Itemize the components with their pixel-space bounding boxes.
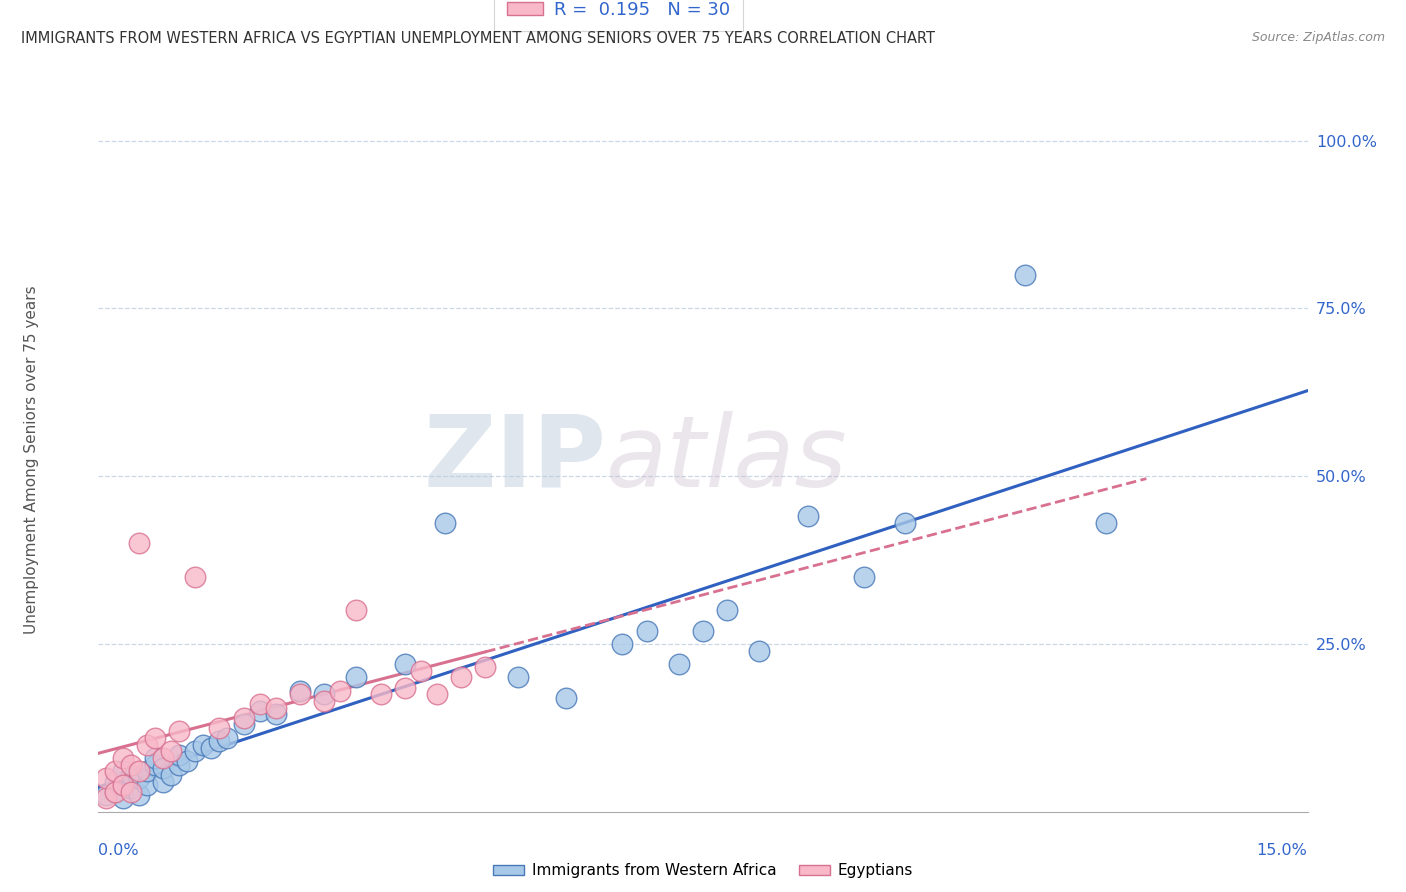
- Point: [167, 724, 190, 739]
- Point: [143, 751, 166, 765]
- Point: [96, 788, 118, 802]
- Point: [128, 536, 150, 550]
- Point: [208, 734, 231, 748]
- Point: [200, 741, 222, 756]
- Point: [128, 788, 150, 802]
- Point: [103, 784, 125, 798]
- Point: [716, 603, 738, 617]
- Point: [96, 791, 118, 805]
- Point: [184, 570, 207, 584]
- Point: [612, 637, 634, 651]
- Point: [249, 698, 271, 712]
- Point: [120, 768, 142, 782]
- Point: [232, 711, 254, 725]
- Point: [288, 684, 311, 698]
- Point: [176, 755, 198, 769]
- Point: [193, 738, 215, 752]
- Point: [668, 657, 690, 671]
- Point: [409, 664, 432, 678]
- Point: [160, 744, 183, 758]
- Point: [288, 687, 311, 701]
- Point: [636, 624, 658, 638]
- Point: [128, 764, 150, 779]
- Point: [152, 761, 174, 775]
- Point: [264, 707, 287, 722]
- Text: 15.0%: 15.0%: [1257, 844, 1308, 858]
- Point: [120, 784, 142, 798]
- Point: [217, 731, 239, 745]
- Text: Source: ZipAtlas.com: Source: ZipAtlas.com: [1251, 31, 1385, 45]
- Point: [143, 731, 166, 745]
- Point: [120, 781, 142, 796]
- Point: [344, 603, 367, 617]
- Point: [184, 744, 207, 758]
- Text: 0.0%: 0.0%: [98, 844, 139, 858]
- Point: [797, 509, 820, 524]
- Legend: R = 0.506   N = 46, R =  0.195   N = 30: R = 0.506 N = 46, R = 0.195 N = 30: [494, 0, 742, 31]
- Point: [208, 721, 231, 735]
- Point: [135, 764, 157, 779]
- Point: [96, 771, 118, 785]
- Point: [167, 747, 190, 762]
- Point: [111, 778, 134, 792]
- Point: [748, 643, 770, 657]
- Point: [111, 791, 134, 805]
- Point: [370, 687, 392, 701]
- Point: [426, 687, 449, 701]
- Point: [344, 671, 367, 685]
- Point: [1014, 268, 1036, 282]
- Point: [394, 681, 416, 695]
- Point: [152, 774, 174, 789]
- Point: [167, 757, 190, 772]
- Point: [152, 751, 174, 765]
- Point: [143, 757, 166, 772]
- Point: [264, 700, 287, 714]
- Point: [314, 694, 336, 708]
- Point: [135, 738, 157, 752]
- Point: [111, 764, 134, 779]
- Point: [506, 671, 529, 685]
- Text: atlas: atlas: [606, 411, 848, 508]
- Point: [314, 687, 336, 701]
- Text: IMMIGRANTS FROM WESTERN AFRICA VS EGYPTIAN UNEMPLOYMENT AMONG SENIORS OVER 75 YE: IMMIGRANTS FROM WESTERN AFRICA VS EGYPTI…: [21, 31, 935, 46]
- Point: [111, 751, 134, 765]
- Point: [555, 690, 578, 705]
- Point: [893, 516, 915, 530]
- Point: [434, 516, 457, 530]
- Point: [128, 771, 150, 785]
- Point: [249, 704, 271, 718]
- Point: [103, 784, 125, 798]
- Text: ZIP: ZIP: [423, 411, 606, 508]
- Point: [135, 778, 157, 792]
- Point: [1095, 516, 1118, 530]
- Point: [120, 757, 142, 772]
- Point: [394, 657, 416, 671]
- Point: [853, 570, 876, 584]
- Point: [474, 660, 496, 674]
- Point: [103, 764, 125, 779]
- Point: [329, 684, 352, 698]
- Text: Unemployment Among Seniors over 75 years: Unemployment Among Seniors over 75 years: [24, 285, 39, 633]
- Point: [103, 774, 125, 789]
- Point: [160, 768, 183, 782]
- Point: [692, 624, 714, 638]
- Point: [111, 778, 134, 792]
- Point: [450, 671, 472, 685]
- Legend: Immigrants from Western Africa, Egyptians: Immigrants from Western Africa, Egyptian…: [488, 857, 918, 884]
- Point: [232, 717, 254, 731]
